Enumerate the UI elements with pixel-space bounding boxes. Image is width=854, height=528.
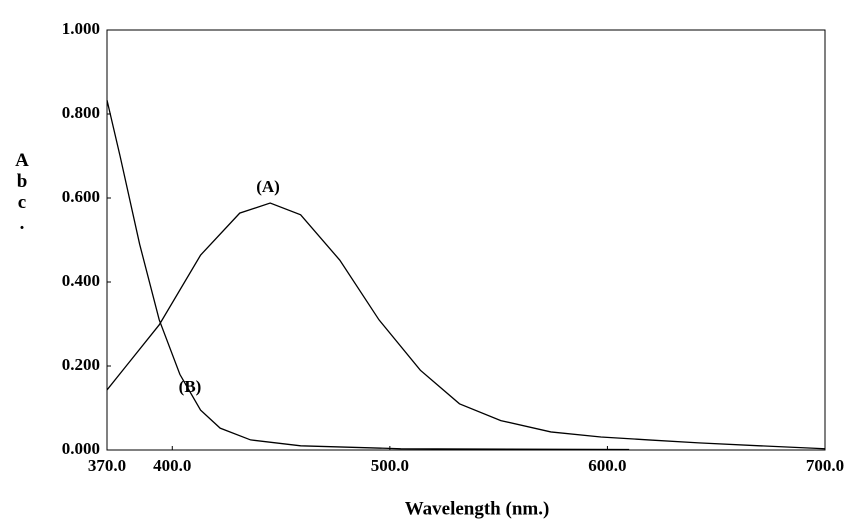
y-tick-label: 0.200 (62, 355, 100, 374)
series-line (106, 99, 630, 451)
x-tick-label: 600.0 (588, 456, 626, 475)
y-tick-label: 0.400 (62, 271, 100, 290)
y-tick-label: 0.000 (62, 439, 100, 458)
x-tick-label: 370.0 (88, 456, 126, 475)
y-tick-label: 0.600 (62, 187, 100, 206)
annotation: (A) (256, 177, 280, 196)
x-axis-title: Wavelength (nm.) (405, 498, 550, 519)
series-line (106, 202, 826, 450)
x-tick-label: 700.0 (806, 456, 844, 475)
y-tick-label: 0.800 (62, 103, 100, 122)
plot-frame (106, 29, 826, 451)
x-tick-label: 500.0 (371, 456, 409, 475)
y-tick-label: 1.000 (62, 19, 100, 38)
y-axis-title: Abc. (12, 150, 33, 234)
x-tick-label: 400.0 (153, 456, 191, 475)
